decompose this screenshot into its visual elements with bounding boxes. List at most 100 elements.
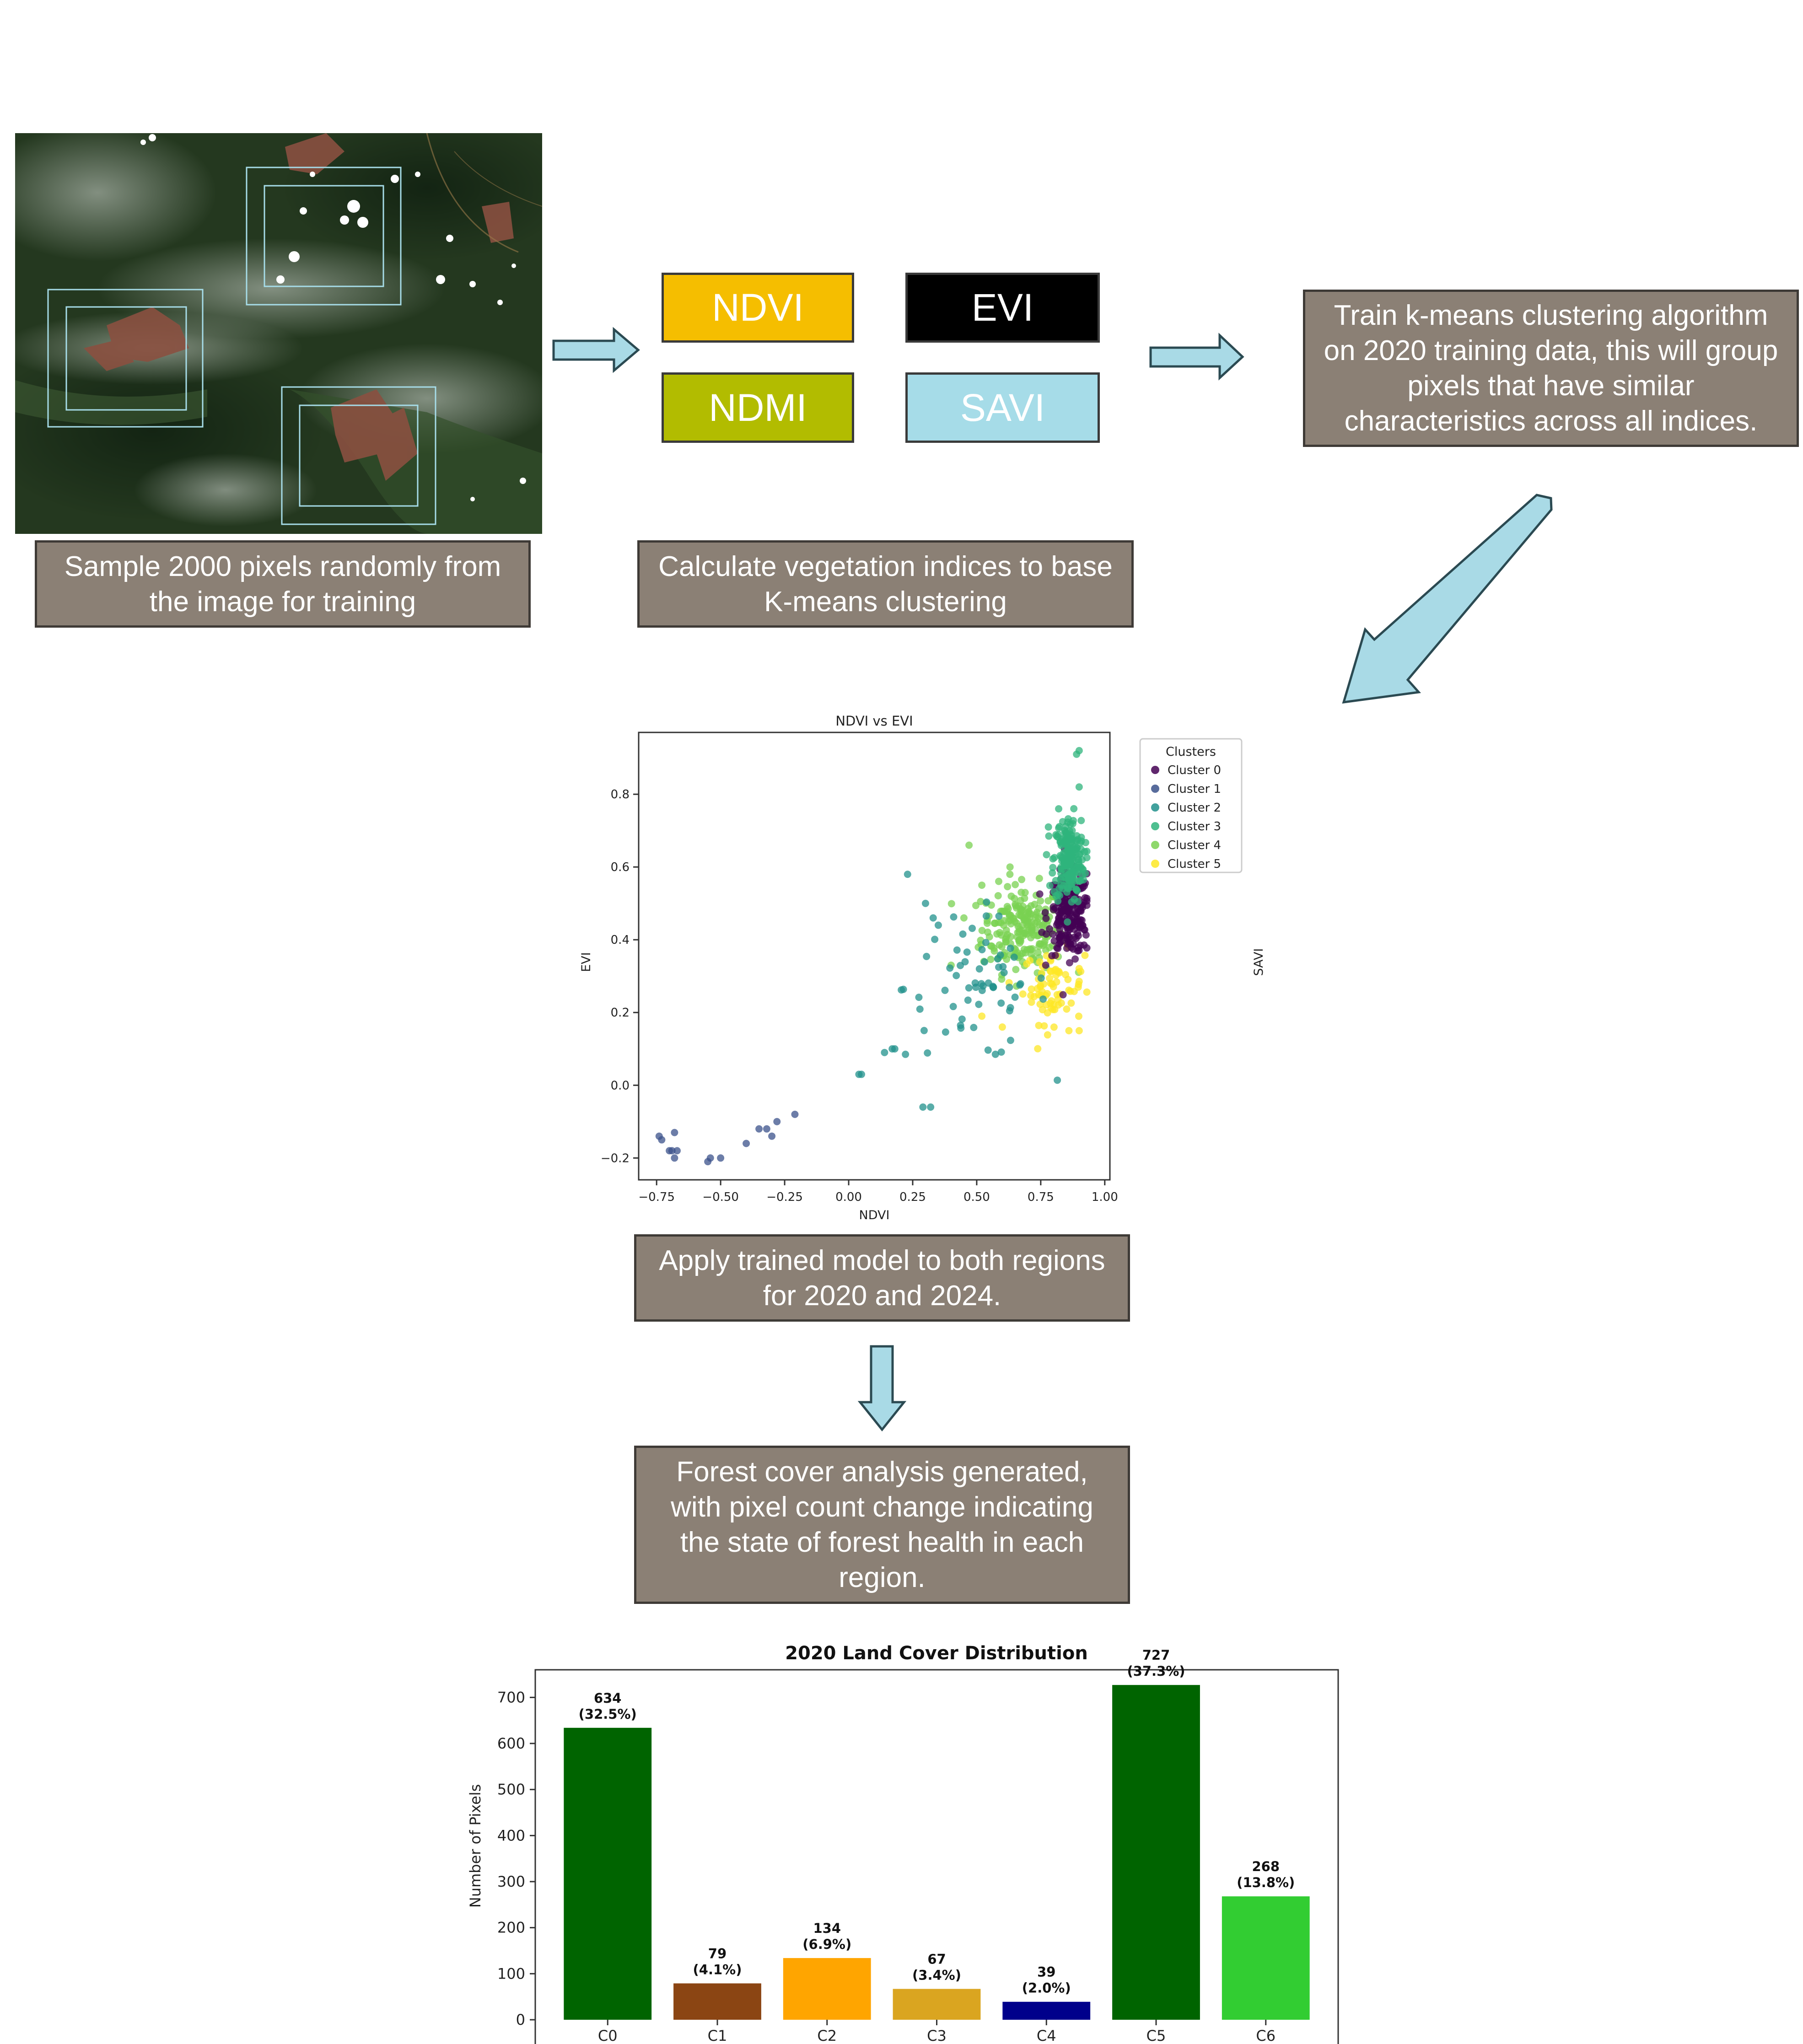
scatter-point (1072, 886, 1080, 893)
scatter-point (1010, 953, 1018, 961)
scatter-point (898, 986, 905, 994)
scatter-point (755, 1125, 763, 1133)
scatter-point (1059, 991, 1067, 999)
scatter-point (1074, 898, 1082, 905)
bar-ytick-label: 600 (497, 1735, 525, 1752)
scatter-point (1025, 908, 1033, 915)
scatter-ytick-label: 0.2 (611, 1006, 630, 1020)
scatter-xtick-label: 0.75 (1028, 1190, 1054, 1204)
index-ndvi-label: NDVI (712, 286, 804, 329)
scatter-point (975, 1000, 983, 1008)
scatter-point (1005, 917, 1013, 925)
scatter-point (978, 946, 986, 953)
scatter-legend-box (1139, 738, 1243, 873)
scatter-ytick-label: 0.6 (611, 861, 630, 874)
scatter-point (1039, 995, 1047, 1003)
step-sample-text: Sample 2000 pixels randomly from the ima… (64, 550, 501, 618)
step-sample-note: Sample 2000 pixels randomly from the ima… (35, 540, 531, 628)
scatter-point (671, 1154, 678, 1162)
index-savi-label: SAVI (960, 386, 1045, 429)
scatter-point (1066, 959, 1073, 967)
scatter-point (991, 920, 999, 927)
bar-percent-label: (3.4%) (912, 1968, 961, 1983)
scatter-point (963, 948, 971, 956)
bar-xtick-label: C4 (1037, 2027, 1056, 2044)
scatter-point (1054, 1076, 1061, 1084)
scatter-point (1017, 937, 1024, 945)
satellite-image-graphic (0, 115, 573, 534)
scatter-point (1051, 904, 1059, 912)
scatter-point (1017, 888, 1025, 896)
scatter-point (1077, 845, 1085, 853)
scatter-point (1046, 882, 1054, 889)
bar-percent-label: (32.5%) (579, 1706, 637, 1722)
scatter-point (1003, 903, 1011, 910)
step-analysis-text: Forest cover analysis generated, with pi… (671, 1456, 1093, 1593)
scatter-point (1028, 923, 1036, 931)
scatter-point (988, 942, 996, 950)
scatter-point (1036, 921, 1044, 929)
scatter-point (1074, 920, 1082, 927)
scatter-point (1067, 839, 1075, 847)
scatter-legend-label: Cluster 3 (1168, 820, 1221, 834)
scatter-point (1026, 945, 1034, 953)
bar-ytick-label: 700 (497, 1689, 525, 1706)
scatter-point (934, 921, 942, 929)
index-evi-box: EVI (905, 273, 1100, 343)
scatter-point (1083, 854, 1091, 861)
bar-percent-label: (37.3%) (1127, 1663, 1185, 1679)
scatter-point (959, 930, 967, 938)
scatter-chart: NDVI vs EVI NDVI EVI SAVI −0.75 −0.50 −0.2… (579, 713, 1266, 1222)
scatter-point (1071, 870, 1078, 878)
scatter-legend-title: Clusters (1166, 745, 1216, 759)
scatter-point (998, 975, 1006, 983)
bar (1112, 1685, 1200, 2020)
bar-percent-label: (6.9%) (802, 1936, 851, 1952)
scatter-point (1071, 933, 1078, 941)
scatter-point (916, 1005, 924, 1013)
scatter-point (743, 1140, 750, 1147)
scatter-point (1020, 946, 1028, 953)
scatter-point (1043, 851, 1050, 859)
bar-value-label: 79 (708, 1946, 727, 1961)
bar-value-label: 39 (1037, 1964, 1055, 1980)
scatter-point (1035, 942, 1043, 950)
scatter-legend-label: Cluster 0 (1168, 764, 1221, 777)
scatter-point (1064, 976, 1072, 984)
scatter-point (1001, 936, 1009, 943)
scatter-point (1043, 990, 1051, 997)
scatter-point (1083, 901, 1091, 909)
scatter-point (946, 964, 954, 972)
scatter-point (984, 928, 991, 936)
step-analysis-note: Forest cover analysis generated, with pi… (634, 1446, 1130, 1604)
scatter-point (1058, 914, 1066, 922)
scatter-point (1083, 894, 1091, 902)
scatter-point (995, 877, 1002, 885)
step-train-text: Train k-means clustering algorithm on 20… (1324, 300, 1778, 437)
scatter-point (1063, 924, 1071, 932)
scatter-point (1077, 968, 1085, 975)
scatter-point (1042, 961, 1050, 969)
scatter-point (1041, 909, 1049, 916)
scatter-xtick-label: −0.25 (766, 1190, 803, 1204)
scatter-point (1028, 998, 1035, 1006)
step-train-note: Train k-means clustering algorithm on 20… (1303, 290, 1799, 447)
scatter-point (1071, 925, 1078, 933)
scatter-point (920, 1027, 928, 1034)
scatter-point (1035, 875, 1043, 882)
scatter-point (971, 979, 979, 987)
scatter-point (1000, 921, 1007, 929)
scatter-point (924, 1049, 931, 1057)
bar-xtick-label: C6 (1256, 2027, 1276, 2044)
scatter-point (978, 881, 986, 889)
scatter-point (960, 914, 968, 922)
bar-ytick-label: 300 (497, 1873, 525, 1890)
scatter-point (923, 952, 931, 960)
scatter-point (763, 1125, 770, 1133)
scatter-point (1042, 930, 1050, 938)
scatter-point (1017, 908, 1025, 915)
scatter-point (996, 951, 1004, 959)
scatter-point (994, 892, 1002, 900)
scatter-point (1057, 875, 1065, 883)
scatter-point (1048, 980, 1056, 988)
